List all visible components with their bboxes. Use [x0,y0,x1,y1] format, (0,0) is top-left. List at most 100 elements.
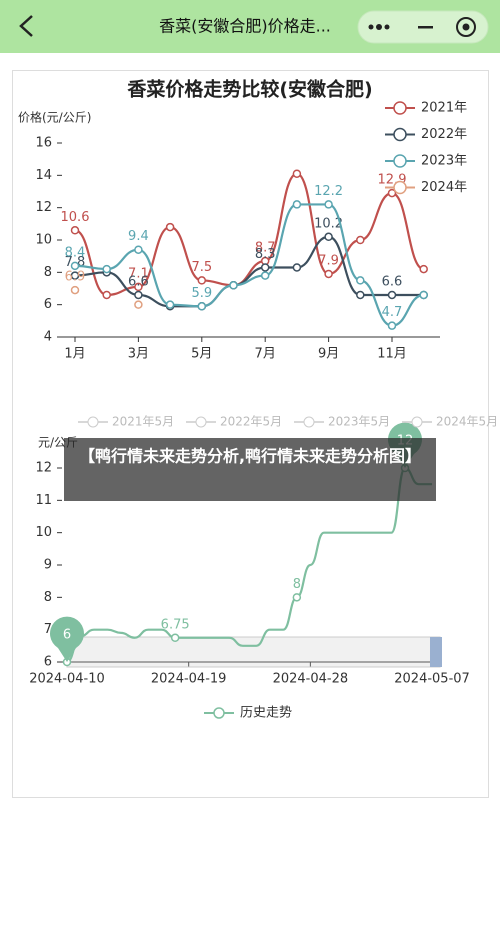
value-label: 10.2 [314,216,343,231]
data-point [70,271,80,280]
faded-legend-label[interactable]: 2022年5月 [220,415,282,429]
value-label: 6.9 [65,270,86,285]
data-point [70,261,80,271]
data-point [70,226,80,235]
x-tick-label: 7月 [255,347,276,362]
data-point [324,232,333,242]
data-point [134,245,143,254]
y-tick-label: 14 [35,168,52,183]
data-point [356,290,365,300]
minimize-button[interactable] [418,26,433,29]
data-point [102,264,111,274]
legend-label: 2024年 [421,180,467,195]
data-point [260,263,270,272]
close-button[interactable] [456,17,476,37]
data-point [292,593,302,602]
x-tick-label: 2024-04-19 [151,672,227,687]
data-point [324,269,333,279]
caption-box [64,438,436,501]
more-button[interactable] [368,24,390,30]
y-tick-label: 8 [44,590,52,605]
y-tick-label: 8 [44,265,52,280]
y-axis-label: 价格(元/公斤) [18,110,91,125]
value-label: 9.4 [128,229,149,244]
faded-legend-label[interactable]: 2024年5月 [436,415,498,429]
data-point [229,281,238,290]
data-point [356,276,365,285]
data-point [292,263,302,272]
value-label: 8 [293,577,301,592]
pin [50,616,84,662]
value-label: 6.6 [128,274,149,289]
x-tick-label: 9月 [318,347,339,362]
value-label: 4.7 [382,305,403,320]
data-point [134,300,143,309]
data-point [292,169,302,178]
legend-label: 历史走势 [240,705,292,721]
data-point [170,633,180,642]
data-point [197,276,207,285]
x-tick-label: 3月 [128,347,149,362]
data-point [134,282,143,292]
value-label: 7.5 [191,260,212,275]
value-label: 5.9 [191,286,212,301]
y-tick-label: 4 [44,330,52,345]
faded-legend-marker [195,416,207,428]
legend-label: 2022年 [421,127,467,142]
data-point [419,264,428,274]
value-label: 8.3 [255,247,276,262]
legend-marker [393,154,407,168]
y-tick-label: 11 [35,493,52,508]
data-point [197,302,207,311]
faded-legend-label[interactable]: 2021年5月 [112,415,174,429]
value-label: 7.1 [128,266,149,281]
data-point [102,290,111,300]
value-label: 7.9 [318,253,339,268]
y-tick-label: 12 [35,200,52,215]
data-point [387,188,397,198]
x-tick-label: 11月 [377,347,407,362]
back-button[interactable] [19,15,33,37]
legend-label: 2023年 [421,154,467,169]
data-point [387,290,397,300]
nav-title: 香菜(安徽合肥)价格走... [159,17,331,36]
faded-legend-marker [87,416,99,428]
legend-marker [213,707,225,719]
data-point [165,300,175,309]
legend-marker [393,101,407,115]
y-tick-label: 6 [44,655,52,670]
x-tick-label: 5月 [191,347,212,362]
chart-title: 香菜价格走势比较(安徽合肥) [126,78,372,101]
data-point [260,271,270,280]
data-point [70,285,80,295]
series-line [66,466,433,664]
value-label: 8.7 [255,241,276,256]
faded-legend-marker [303,416,315,428]
y-tick-label: 16 [35,136,52,151]
zoom-handle[interactable] [430,637,442,667]
caption: 【鸭行情未来走势分析,鸭行情未来走势分析图】 [79,447,421,466]
value-label: 12.2 [314,184,343,199]
y-tick-label: 10 [35,525,52,540]
value-label: 6.75 [161,617,190,632]
data-point [165,222,175,232]
y-tick-label: 6 [44,297,52,312]
legend-marker [393,180,407,195]
y-tick-label: 10 [35,233,52,248]
data-point [387,321,397,330]
x-tick-label: 2024-04-10 [29,672,105,687]
x-tick-label: 1月 [64,347,85,362]
y-tick-label: 9 [44,558,52,573]
data-point [134,290,143,300]
data-point [419,290,428,300]
x-tick-label: 2024-05-07 [394,672,470,687]
faded-legend-marker [411,416,423,428]
value-label: 6.6 [382,274,403,289]
x-tick-label: 2024-04-28 [273,672,349,687]
value-label: 8.4 [65,245,86,260]
charts: 香菜价格走势比较(安徽合肥) 价格(元/公斤) 4 6 8 10 12 14 16 1月 3月 5月 7… [18,78,498,721]
faded-legend-label[interactable]: 2023年5月 [328,415,390,429]
data-point [292,200,302,209]
